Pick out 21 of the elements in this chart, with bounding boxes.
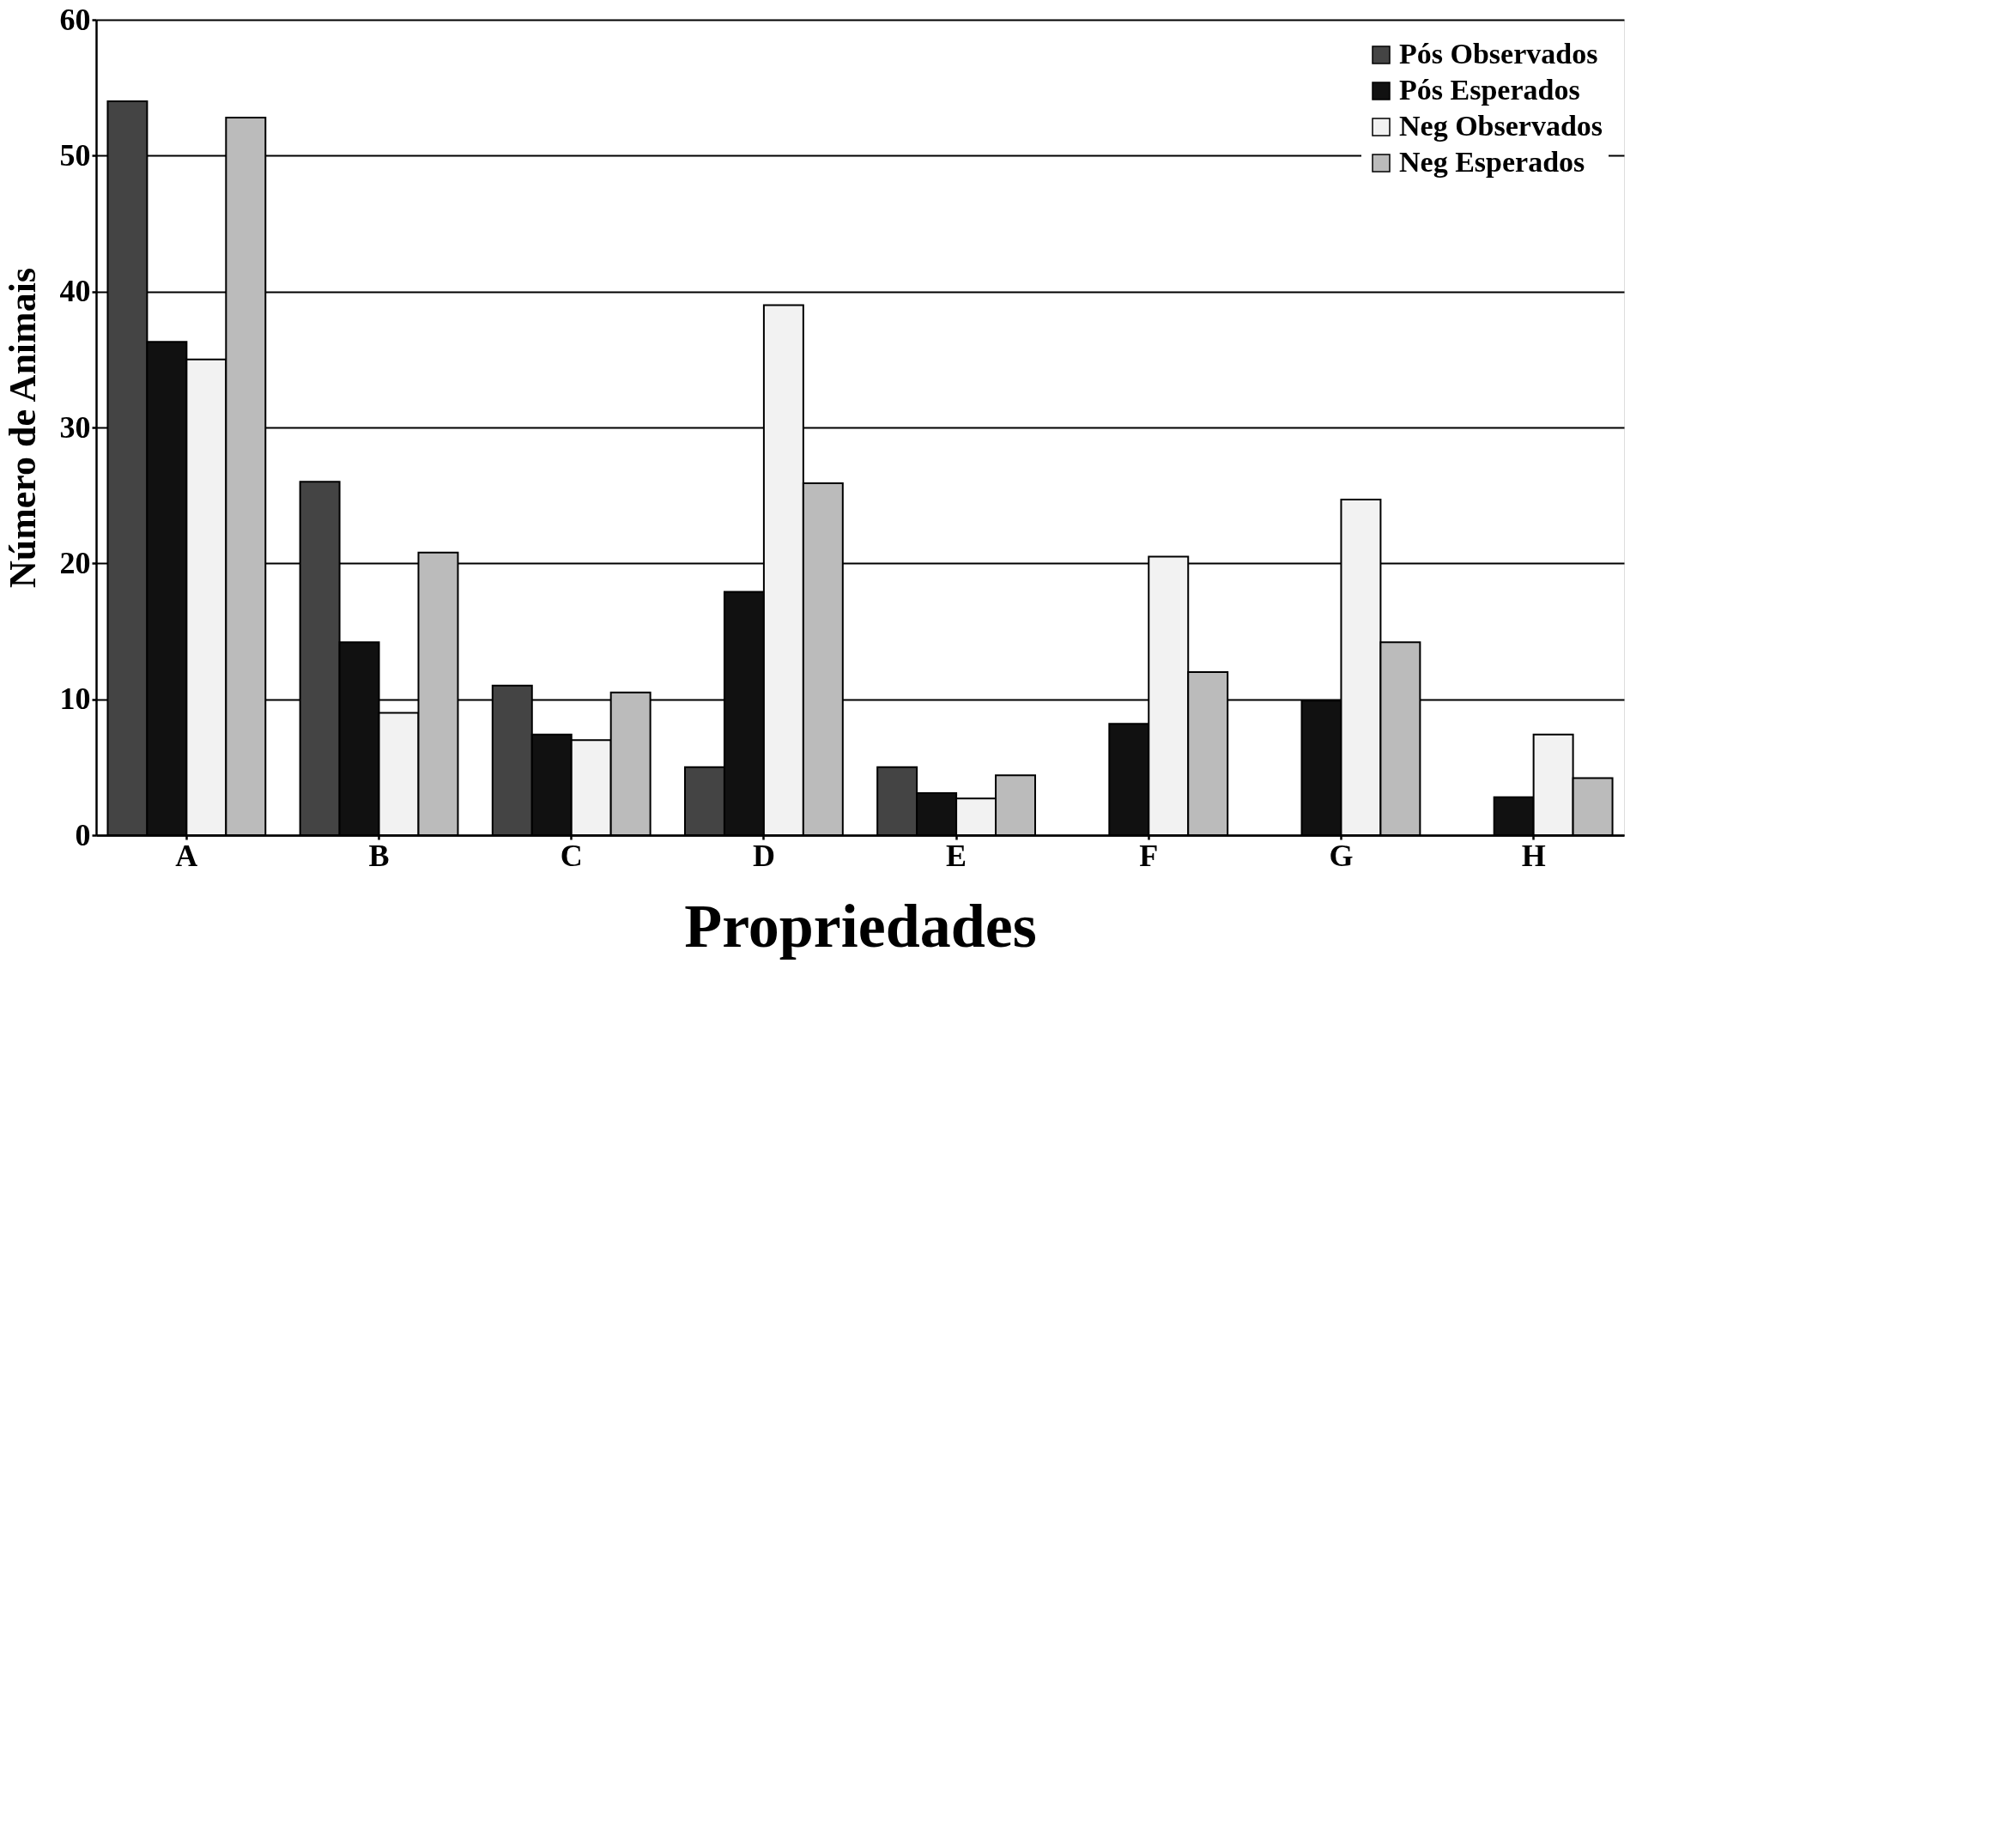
legend-label: Pós Observados bbox=[1399, 38, 1598, 70]
legend-label: Pós Esperados bbox=[1399, 74, 1580, 106]
x-tick-label: H bbox=[1521, 838, 1546, 873]
y-tick-label: 0 bbox=[75, 817, 91, 852]
x-tick-label: C bbox=[560, 838, 583, 873]
x-tick-label: F bbox=[1139, 838, 1159, 873]
x-tick-label: G bbox=[1329, 838, 1354, 873]
x-tick-label: A bbox=[175, 838, 198, 873]
y-tick-label: 30 bbox=[59, 409, 91, 445]
y-tick-label: 10 bbox=[59, 682, 91, 717]
x-tick-label: B bbox=[368, 838, 390, 873]
x-tick-label: D bbox=[752, 838, 775, 873]
y-tick-label: 60 bbox=[59, 2, 91, 37]
x-axis-title: Propriedades bbox=[684, 891, 1037, 960]
y-tick-label: 40 bbox=[59, 274, 91, 309]
y-tick-label: 20 bbox=[59, 545, 91, 580]
y-axis-title: Número de Animais bbox=[1, 267, 44, 589]
legend-label: Neg Esperados bbox=[1399, 146, 1585, 178]
y-tick-label: 50 bbox=[59, 137, 91, 173]
x-tick-label: E bbox=[946, 838, 967, 873]
legend-label: Neg Observados bbox=[1399, 110, 1603, 142]
